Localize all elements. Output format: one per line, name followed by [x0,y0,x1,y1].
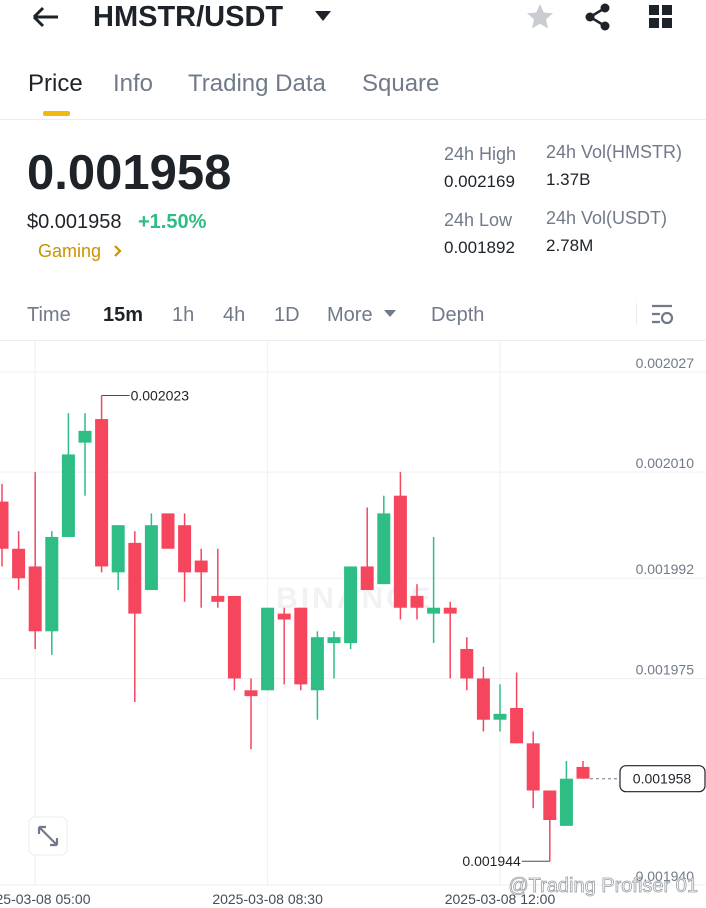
y-tick-label: 0.002027 [636,355,695,371]
x-tick-label: 2025-03-08 12:00 [445,891,556,907]
pair-title[interactable]: HMSTR/USDT [93,1,284,33]
candle-body [510,707,524,744]
divider [0,340,706,341]
candle-body [261,607,275,691]
tag-chevron[interactable] [113,244,123,258]
stat-label: 24h High [444,144,517,164]
pair-caret[interactable] [314,10,332,22]
divider [636,303,637,325]
grid-icon[interactable] [648,4,674,30]
share-icon[interactable] [583,2,613,32]
candle-body [427,607,441,614]
interval[interactable]: 4h [223,304,246,326]
expand-button[interactable] [28,816,68,856]
candle-body [61,454,75,537]
expand-icon [37,825,59,847]
candle-body [393,495,407,608]
interval[interactable]: Time [27,304,71,326]
y-tick-label: 0.002010 [636,455,695,471]
candle-body [377,513,391,585]
candle-body [111,525,125,573]
candlestick-chart: BINANCE0.0020270.0020100.0019920.0019750… [0,340,706,907]
candle-body [327,637,341,644]
price-box [619,765,706,793]
current-price: 0.001958 [633,771,692,787]
price-change: +1.50% [138,211,207,233]
stat-value: 1.37B [546,170,591,189]
x-tick-label: 2025-03-08 05:00 [0,891,91,907]
stat-value: 0.001892 [444,238,515,257]
y-tick-label: 0.001975 [636,661,695,677]
candle-body [344,566,358,644]
candle-body [493,713,507,720]
stat-label: 24h Low [444,210,513,230]
interval[interactable]: 1D [274,304,300,326]
candle-body [178,525,192,573]
divider [0,119,706,120]
candle-body [476,678,490,720]
candle-body [227,595,241,679]
tab[interactable]: Trading Data [188,70,326,97]
back-icon[interactable] [30,4,62,30]
candle-body [95,419,109,567]
interval[interactable]: 1h [172,304,195,326]
chart-settings-icon[interactable] [650,303,676,327]
stat-label: 24h Vol(USDT) [546,208,668,228]
candle-body [559,778,573,826]
tab-indicator [43,111,70,116]
candle-body [244,690,258,697]
favorite-icon[interactable] [525,2,555,32]
candle-body [161,513,175,549]
high-annotation: 0.002023 [131,387,190,403]
candle-body [294,607,308,685]
y-tick-label: 0.001940 [636,868,695,884]
interval[interactable]: 15m [103,304,144,326]
tab[interactable]: Info [113,70,154,97]
candle-body [310,637,324,691]
candle-body [128,542,142,614]
more-caret[interactable] [383,309,397,319]
stat-label: 24h Vol(HMSTR) [546,142,683,162]
candle-body [45,536,59,632]
candle-body [12,548,26,579]
interval[interactable]: Depth [431,304,485,326]
candle-body [194,560,208,573]
interval[interactable]: More [327,304,373,326]
candle-body [78,430,92,443]
x-tick-label: 2025-03-08 08:30 [212,891,323,907]
stat-value: 0.002169 [444,172,515,191]
last-price: 0.001958 [27,146,232,200]
usd-price: $0.001958 [27,211,122,233]
candle-body [410,595,424,608]
candle-body [543,790,557,820]
tag[interactable]: Gaming [38,241,102,261]
y-tick-label: 0.001992 [636,561,695,577]
candle-body [277,613,291,620]
candle-body [28,566,42,632]
candle-body [211,595,225,602]
candle-body [576,766,590,779]
candle-body [526,743,540,791]
stat-value: 2.78M [546,236,594,255]
tab[interactable]: Square [362,70,440,97]
candle-body [443,607,457,614]
tab[interactable]: Price [28,70,83,97]
candle-body [144,525,158,591]
watermark: @Trading Profiser 01 [508,875,698,897]
candle-body [460,648,474,679]
candle-body [0,501,9,549]
candle-body [360,566,374,591]
low-annotation: 0.001944 [462,853,521,869]
